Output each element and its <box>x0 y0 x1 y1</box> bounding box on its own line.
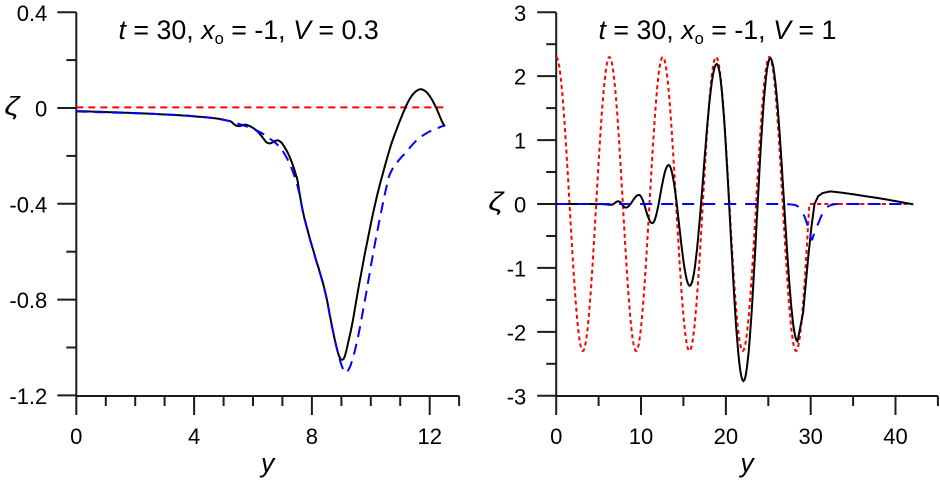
svg-text:y: y <box>738 448 755 478</box>
svg-text:-0.8: -0.8 <box>9 288 47 313</box>
svg-text:20: 20 <box>714 424 738 449</box>
svg-text:12: 12 <box>417 424 441 449</box>
svg-text:-1: -1 <box>507 257 527 282</box>
svg-text:1: 1 <box>514 129 526 154</box>
svg-text:0: 0 <box>550 424 562 449</box>
svg-text:t = 30, xo = -1, V = 0.3: t = 30, xo = -1, V = 0.3 <box>119 15 379 48</box>
svg-text:0: 0 <box>514 193 526 218</box>
svg-text:t = 30, xo = -1, V = 1: t = 30, xo = -1, V = 1 <box>599 15 837 48</box>
svg-text:8: 8 <box>306 424 318 449</box>
svg-text:0.4: 0.4 <box>17 1 48 26</box>
svg-text:ζ: ζ <box>4 92 21 121</box>
svg-text:2: 2 <box>514 65 526 90</box>
svg-text:ζ: ζ <box>488 187 505 216</box>
svg-text:4: 4 <box>188 424 200 449</box>
svg-text:0: 0 <box>70 424 82 449</box>
svg-text:40: 40 <box>883 424 907 449</box>
svg-text:30: 30 <box>798 424 822 449</box>
svg-text:-0.4: -0.4 <box>9 192 47 217</box>
svg-text:-1.2: -1.2 <box>9 384 47 409</box>
svg-text:10: 10 <box>629 424 653 449</box>
svg-text:3: 3 <box>514 1 526 26</box>
svg-text:0: 0 <box>35 97 47 122</box>
svg-text:-3: -3 <box>507 384 527 409</box>
svg-text:-2: -2 <box>507 320 527 345</box>
svg-text:y: y <box>259 448 276 478</box>
